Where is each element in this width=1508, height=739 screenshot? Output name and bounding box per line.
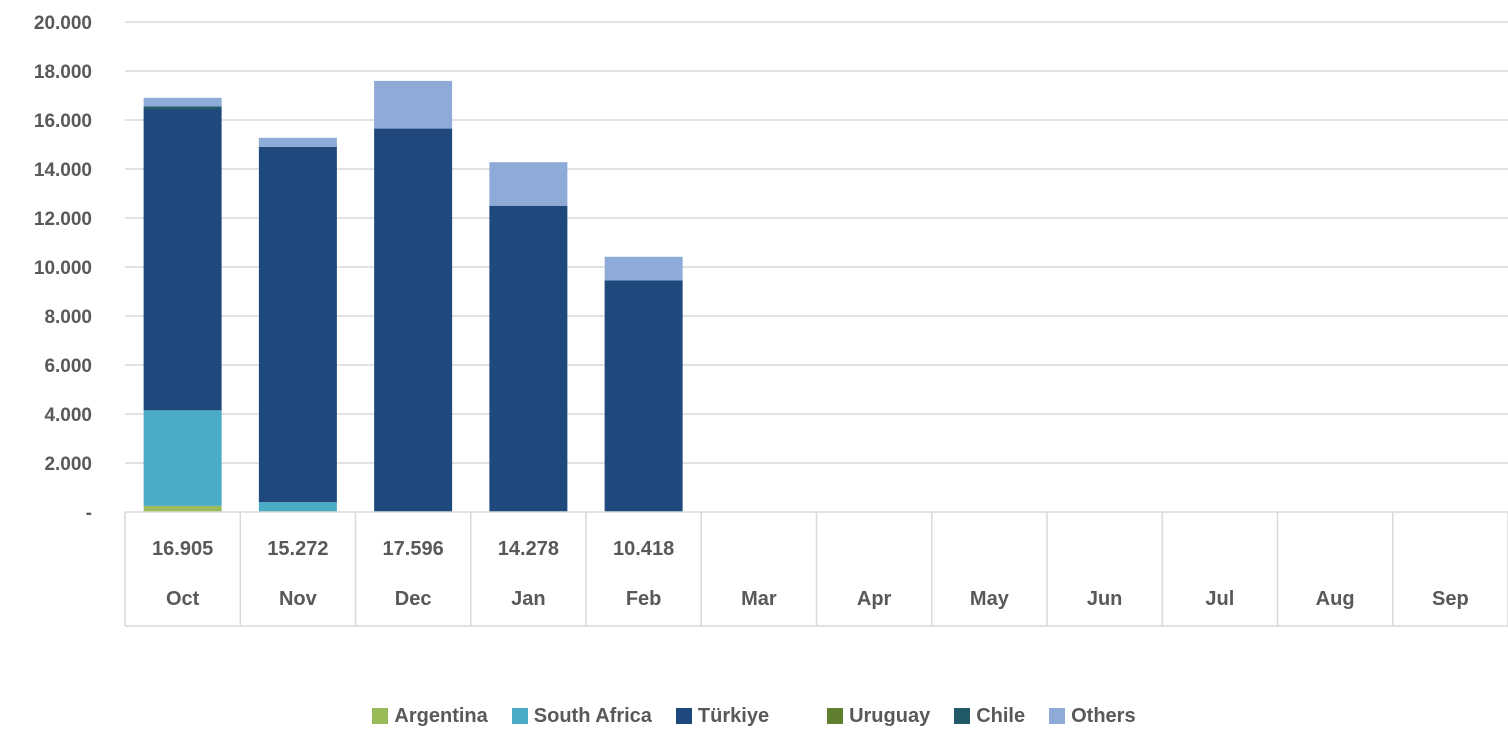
legend-swatch	[954, 708, 971, 724]
bar-segment	[258, 146, 337, 503]
bar-segment	[489, 162, 568, 206]
y-tick-label: 20.000	[34, 13, 92, 34]
y-tick-label: 18.000	[34, 62, 92, 83]
x-tick-label: May	[970, 588, 1010, 610]
bar-segment	[258, 502, 337, 512]
legend-item: Uruguay	[827, 704, 930, 728]
legend-item: South Africa	[511, 704, 652, 728]
y-tick-label: 16.000	[34, 111, 92, 132]
y-tick-label: 6.000	[44, 356, 92, 377]
legend-swatch	[675, 708, 692, 724]
bar-segment	[143, 505, 222, 512]
bar-segment	[604, 256, 683, 281]
legend-swatch	[372, 708, 389, 724]
legend-item: Türkiye	[675, 704, 770, 728]
legend-label: Others	[1071, 704, 1136, 727]
total-label: 16.905	[152, 538, 213, 560]
y-axis-ticks: - 2.000 4.000 6.000 8.000 10.000 12.000 14.000 1…	[34, 13, 92, 524]
x-tick-label: Feb	[626, 588, 662, 610]
legend-label: Argentina	[394, 704, 488, 727]
total-label: 15.272	[267, 538, 328, 560]
legend-item: Others	[1049, 704, 1136, 728]
bar-segment	[143, 97, 222, 107]
legend-label: Chile	[976, 704, 1026, 727]
legend-item: Chile	[954, 704, 1025, 728]
x-tick-label: Jun	[1087, 588, 1123, 610]
y-tick-label: 2.000	[44, 454, 92, 475]
legend-swatch	[1049, 708, 1066, 724]
total-label: 14.278	[498, 538, 559, 560]
bar-segment	[143, 106, 222, 109]
y-tick-label: 10.000	[34, 258, 92, 279]
legend-swatch	[827, 708, 844, 724]
legend-label: Türkiye	[697, 704, 770, 727]
y-tick-label: 4.000	[44, 405, 92, 426]
bars	[143, 80, 683, 512]
y-tick-label: 14.000	[34, 160, 92, 181]
chart-legend: Argentina South Africa Türkiye Uruguay Chile…	[0, 704, 1508, 728]
x-tick-label: Dec	[395, 588, 432, 610]
y-tick-label: -	[86, 503, 92, 524]
total-label: 10.418	[613, 538, 674, 560]
bar-segment	[489, 205, 568, 512]
x-tick-label: Jan	[511, 588, 545, 610]
gridlines	[125, 21, 1508, 464]
legend-label: South Africa	[533, 704, 652, 727]
bar-segment	[143, 108, 222, 411]
legend-label: Uruguay	[849, 704, 931, 727]
x-tick-label: Mar	[741, 588, 777, 610]
y-tick-label: 8.000	[44, 307, 92, 328]
bar-segment	[374, 80, 453, 129]
x-tick-label: Sep	[1432, 588, 1469, 610]
bar-segment	[143, 410, 222, 506]
x-tick-label: Nov	[279, 588, 318, 610]
x-tick-label: Oct	[166, 588, 200, 610]
bar-segment	[258, 137, 337, 147]
x-tick-label: Jul	[1205, 588, 1234, 610]
legend-item: Argentina	[372, 704, 488, 728]
legend-swatch	[511, 708, 528, 724]
x-tick-label: Apr	[857, 588, 892, 610]
bar-segment	[374, 128, 453, 512]
bar-segment	[604, 280, 683, 512]
total-label: 17.596	[383, 538, 444, 560]
y-tick-label: 12.000	[34, 209, 92, 230]
category-table: 16.905 Oct 15.272 Nov 17.596 Dec 14.278 Jan 10.4…	[124, 511, 1508, 627]
x-tick-label: Aug	[1316, 588, 1355, 610]
